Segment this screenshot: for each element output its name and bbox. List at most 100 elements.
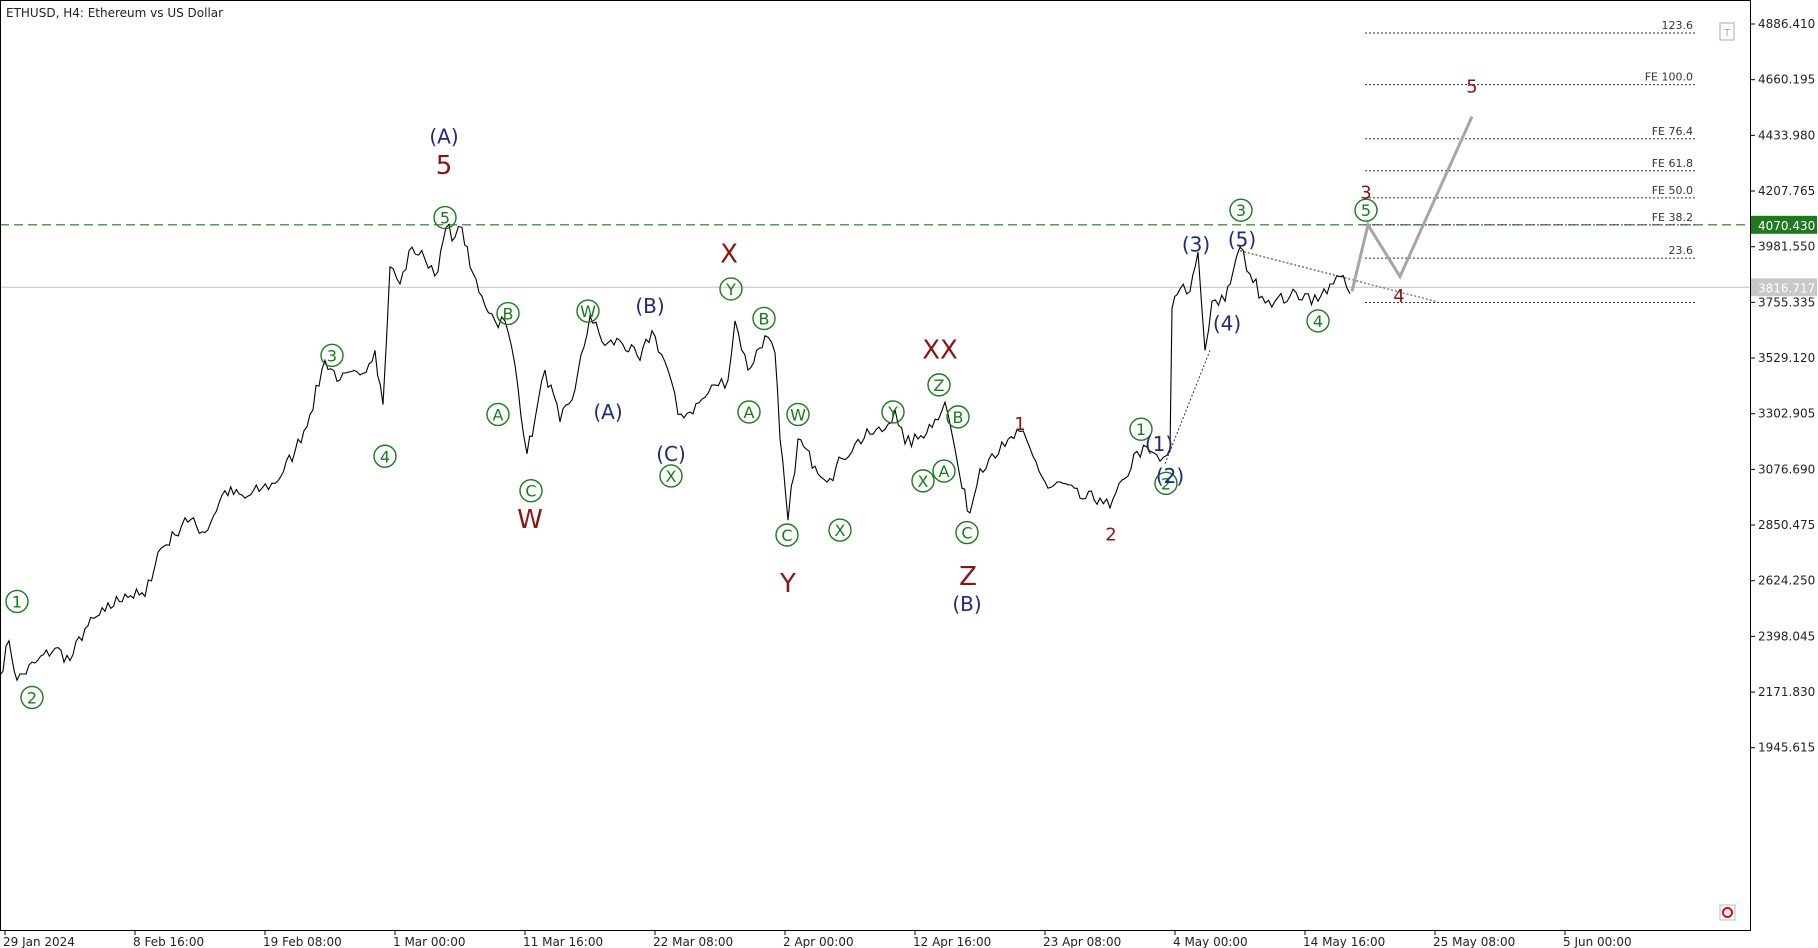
wave-label-green: 4 xyxy=(1313,312,1323,331)
y-tick-label: 3529.120 xyxy=(1758,351,1815,365)
fib-level-label: FE 38.2 xyxy=(1652,211,1693,224)
wave-label-navy: (4) xyxy=(1213,311,1241,335)
y-tick-label: 1945.615 xyxy=(1758,741,1815,755)
wave-label-ring xyxy=(519,479,543,503)
current-price-label: 3816.717 xyxy=(1758,281,1815,295)
wave-label-green: A xyxy=(493,405,504,424)
wave-label-red: 1 xyxy=(1014,414,1025,435)
wave-label-red: XX xyxy=(922,335,958,365)
wave-label-ring xyxy=(946,405,970,429)
wave-label-navy: (B) xyxy=(952,592,981,616)
wave-label-ring xyxy=(373,444,397,468)
fib-level-label: FE 100.0 xyxy=(1645,71,1693,84)
wave-label-green: B xyxy=(953,408,964,427)
wave-label-ring xyxy=(828,518,852,542)
record-icon xyxy=(1722,907,1733,918)
x-tick-label: 19 Feb 08:00 xyxy=(263,935,342,948)
wave-label-red: 4 xyxy=(1393,286,1404,307)
wave-label-green: 1 xyxy=(12,592,22,611)
x-tick-label: 22 Mar 08:00 xyxy=(653,935,733,948)
wave-label-green: B xyxy=(503,305,514,324)
wave-label-red: 2 xyxy=(1105,525,1116,546)
wave-label-ring xyxy=(320,343,344,368)
x-tick-label: 12 Apr 16:00 xyxy=(913,935,991,948)
fib-level-label: 23.6 xyxy=(1669,244,1694,257)
wave-label-ring xyxy=(1229,198,1253,222)
wave-label-green: 5 xyxy=(440,209,450,228)
wave-label-ring xyxy=(1154,471,1178,496)
wave-label-red: 5 xyxy=(1466,77,1477,98)
wave-label-green: 3 xyxy=(1236,201,1246,220)
wave-label-navy: (2) xyxy=(1156,464,1184,488)
x-tick-label: 11 Mar 16:00 xyxy=(523,935,603,948)
wave-label-ring xyxy=(881,400,905,424)
wave-label-red: X xyxy=(720,239,738,269)
fib-level-label: 123.6 xyxy=(1662,19,1694,32)
wave-label-red: W xyxy=(517,505,543,535)
wave-label-green: W xyxy=(580,302,596,321)
price-series xyxy=(0,223,1351,682)
wave-label-green: 5 xyxy=(1361,201,1371,220)
wave-label-navy: (3) xyxy=(1182,233,1210,257)
wave-label-ring xyxy=(786,402,810,427)
y-tick-label: 4660.195 xyxy=(1758,73,1815,87)
wave-label-green: W xyxy=(790,405,806,424)
y-tick-label: 4886.410 xyxy=(1758,17,1815,31)
wave-label-green: B xyxy=(759,309,770,328)
chart-title: ETHUSD, H4: Ethereum vs US Dollar xyxy=(6,6,223,20)
wave-label-green: Y xyxy=(887,403,898,422)
wave-label-red: 3 xyxy=(1360,182,1371,203)
wave-label-navy: (5) xyxy=(1228,228,1256,252)
wave-label-ring xyxy=(433,205,457,230)
wave-label-navy: (B) xyxy=(635,294,664,318)
wave-label-green: X xyxy=(918,472,929,491)
resistance-price-label: 4070.430 xyxy=(1758,219,1815,233)
x-tick-label: 23 Apr 08:00 xyxy=(1043,935,1121,948)
y-tick-label: 3302.905 xyxy=(1758,407,1815,421)
wave-label-ring xyxy=(20,685,44,710)
wave-label-green: X xyxy=(666,467,677,486)
wave-label-green: 2 xyxy=(27,688,37,707)
wave-label-red: Y xyxy=(779,569,796,599)
x-tick-label: 14 May 16:00 xyxy=(1303,935,1385,948)
wave-label-navy: (A) xyxy=(593,400,622,424)
y-tick-label: 3076.690 xyxy=(1758,462,1815,476)
wave-label-ring xyxy=(496,301,520,326)
scroll-icon-glyph: ⊤ xyxy=(1723,28,1732,39)
wave-label-green: Y xyxy=(725,280,736,299)
fib-level-label: FE 76.4 xyxy=(1652,125,1693,138)
wave-label-ring xyxy=(576,299,600,323)
wave-label-green: X xyxy=(835,521,846,540)
x-tick-label: 8 Feb 16:00 xyxy=(133,935,204,948)
scroll-icon xyxy=(1719,22,1735,41)
current-price-label-box xyxy=(1751,278,1817,297)
y-tick-label: 2850.475 xyxy=(1758,518,1815,532)
wave-label-ring xyxy=(1129,417,1153,441)
y-tick-label: 2624.250 xyxy=(1758,574,1815,588)
x-tick-label: 29 Jan 2024 xyxy=(3,935,75,948)
wave-label-green: Z xyxy=(934,376,945,395)
wave-label-ring xyxy=(752,306,776,331)
wave-label-green: 1 xyxy=(1136,420,1146,439)
wave-label-green: 2 xyxy=(1161,474,1171,493)
wave-label-ring xyxy=(932,459,956,483)
y-tick-label: 3755.335 xyxy=(1758,295,1815,309)
wave-label-ring xyxy=(927,373,951,397)
wave-label-ring xyxy=(1354,198,1378,222)
wave-label-red: 5 xyxy=(436,151,453,181)
wave-label-ring xyxy=(719,277,743,301)
wave-label-green: C xyxy=(525,482,536,501)
wave-label-ring xyxy=(486,402,510,427)
wave-label-ring xyxy=(911,469,935,493)
wave-label-ring xyxy=(737,400,761,424)
wave-label-ring xyxy=(955,520,979,545)
x-tick-label: 2 Apr 00:00 xyxy=(783,935,854,948)
x-tick-label: 25 May 08:00 xyxy=(1433,935,1515,948)
x-tick-label: 1 Mar 00:00 xyxy=(393,935,466,948)
wave-label-ring xyxy=(5,589,29,614)
wave-label-navy: (1) xyxy=(1145,432,1173,456)
wave-label-ring xyxy=(659,464,683,488)
